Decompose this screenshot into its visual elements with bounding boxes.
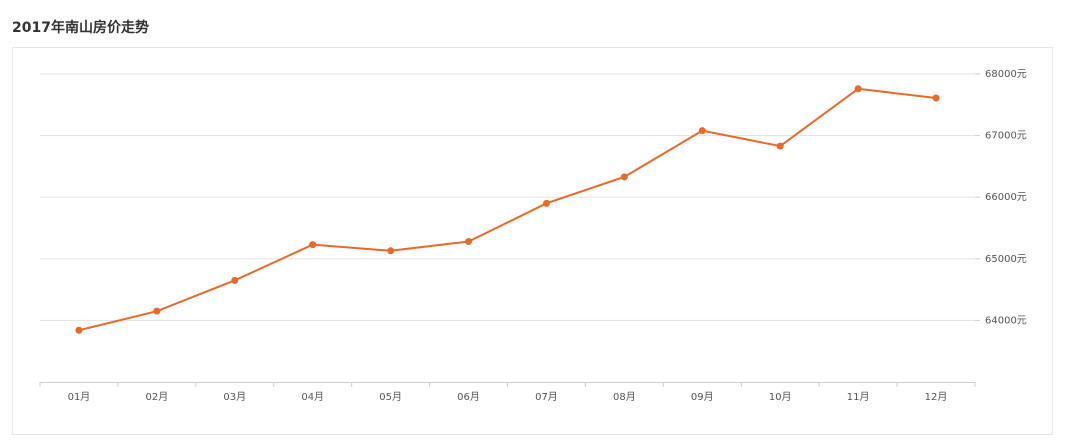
- y-tick-label: 64000元: [985, 315, 1027, 326]
- x-tick-label: 05月: [379, 391, 402, 403]
- x-tick-label: 11月: [847, 391, 870, 403]
- point: [698, 127, 706, 135]
- x-tick-label: 10月: [769, 391, 792, 403]
- x-tick-label: 01月: [68, 391, 91, 403]
- y-tick-label: 67000元: [985, 131, 1027, 142]
- point: [542, 199, 550, 207]
- x-tick-label: 03月: [223, 391, 246, 403]
- x-tick-label: 04月: [301, 391, 324, 403]
- y-tick-label: 68000元: [985, 69, 1027, 80]
- x-tick-label: 07月: [535, 391, 558, 403]
- x-tick-label: 06月: [457, 391, 480, 403]
- chart-panel: [12, 47, 1053, 435]
- point: [776, 142, 784, 150]
- x-tick-label: 02月: [146, 391, 169, 403]
- point: [620, 173, 628, 181]
- point: [153, 307, 161, 315]
- y-tick-label: 65000元: [985, 254, 1027, 265]
- point: [465, 238, 473, 246]
- x-tick-label: 08月: [613, 391, 636, 403]
- point: [387, 247, 395, 255]
- point: [75, 326, 83, 334]
- x-tick-label: 09月: [691, 391, 714, 403]
- x-tick-label: 12月: [925, 391, 948, 403]
- point: [309, 241, 317, 249]
- y-tick-label: 66000元: [985, 192, 1027, 203]
- point: [854, 85, 862, 93]
- line: [78, 87, 937, 332]
- chart-title: 2017年南山房价走势: [12, 19, 149, 36]
- point: [932, 94, 940, 102]
- point: [231, 276, 239, 284]
